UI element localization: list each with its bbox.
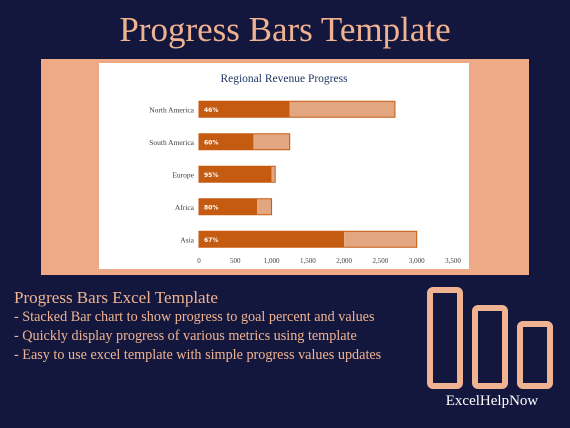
tick-label: 500 [230, 257, 241, 265]
bar-remaining [344, 231, 417, 248]
bar-remaining [257, 198, 272, 215]
logo-bar-short [517, 321, 553, 389]
chart-card: Regional Revenue Progress North America 4… [99, 63, 469, 269]
logo-bar-medium [472, 305, 508, 389]
bar-remaining [271, 166, 276, 183]
brand-logo: ExcelHelpNow [422, 281, 562, 421]
bar-goal-outline [198, 230, 418, 248]
description-line-3: - Easy to use excel template with simple… [14, 347, 382, 363]
description: Progress Bars Excel Template - Stacked B… [14, 287, 424, 365]
data-label: 80% [204, 204, 218, 211]
chart-title: Regional Revenue Progress [220, 73, 348, 85]
description-line-2: - Quickly display progress of various me… [14, 328, 357, 344]
tick-label: 3,500 [445, 257, 461, 265]
bar-remaining [253, 133, 290, 150]
logo-bar-tall [427, 287, 463, 389]
brand-name: ExcelHelpNow [445, 393, 539, 409]
bar-goal-outline [198, 165, 276, 183]
bar-group: North America 46% South America 60% Europe 95… [149, 100, 418, 248]
bar-progress [199, 133, 254, 150]
data-label: 60% [204, 139, 218, 146]
tick-label: 2,000 [336, 257, 352, 265]
data-label: 46% [204, 107, 218, 114]
tick-label: 2,500 [373, 257, 389, 265]
bar-goal-outline [198, 198, 273, 216]
tick-label: 0 [197, 257, 201, 265]
tick-label: 1,000 [264, 257, 280, 265]
bar-progress [199, 231, 345, 248]
data-label: 67% [204, 237, 218, 244]
three-bars-logo-icon [427, 287, 553, 389]
bar-goal-outline [198, 100, 396, 118]
bar-progress [199, 198, 258, 215]
bar-progress [199, 166, 272, 183]
description-heading: Progress Bars Excel Template [14, 288, 218, 307]
category-label: Europe [172, 170, 194, 179]
category-label: Africa [175, 203, 195, 212]
bar-goal-outline [198, 133, 291, 151]
category-label: South America [149, 138, 194, 147]
data-label: 95% [204, 172, 218, 179]
x-axis: 0 500 1,000 1,500 2,000 2,500 3,000 3,500 [197, 257, 461, 265]
chart-frame: Regional Revenue Progress North America 4… [41, 59, 529, 275]
tick-label: 1,500 [300, 257, 316, 265]
category-label: North America [149, 105, 194, 114]
description-line-1: - Stacked Bar chart to show progress to … [14, 309, 375, 325]
revenue-progress-chart: Regional Revenue Progress North America 4… [149, 73, 461, 265]
category-label: Asia [180, 235, 194, 244]
bar-remaining [289, 101, 395, 118]
page-title: Progress Bars Template [119, 10, 451, 49]
tick-label: 3,000 [409, 257, 425, 265]
bar-progress [199, 101, 290, 118]
